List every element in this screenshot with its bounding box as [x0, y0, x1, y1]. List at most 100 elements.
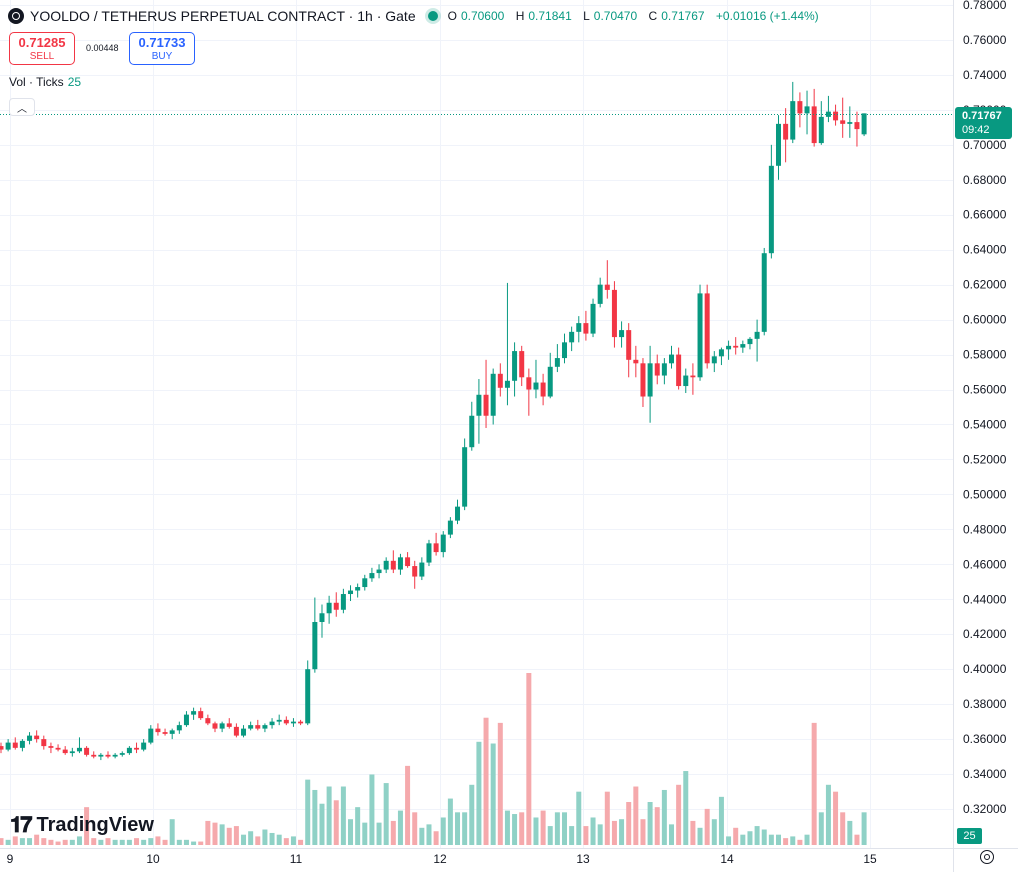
volume-bar — [98, 839, 104, 845]
candle-body — [847, 122, 853, 124]
candle-body — [504, 380, 510, 388]
volume-bar — [255, 836, 261, 845]
candle-body — [55, 747, 61, 750]
volume-bar — [397, 810, 403, 845]
volume-bar — [119, 839, 125, 845]
settings-gear-icon[interactable] — [980, 850, 994, 864]
buy-button[interactable]: 0.71733 BUY — [129, 32, 195, 65]
candle-body — [519, 351, 525, 378]
volume-bar — [711, 819, 717, 845]
candle-body — [333, 602, 339, 610]
candle — [797, 92, 803, 128]
candle-body — [419, 562, 425, 577]
volume-bar — [19, 838, 25, 845]
volume-bar — [412, 812, 418, 845]
volume-bar — [333, 800, 339, 845]
candle-body — [91, 754, 97, 757]
candle-body — [241, 728, 247, 736]
volume-bar — [647, 802, 653, 845]
volume-bar — [84, 807, 90, 845]
candle — [148, 725, 154, 745]
price-axis-tick-label: 0.66000 — [963, 208, 1007, 222]
candle-body — [390, 560, 396, 570]
candle — [248, 721, 254, 731]
volume-bar — [669, 824, 675, 845]
candle — [775, 115, 781, 180]
candle-body — [711, 356, 717, 364]
candle — [462, 438, 468, 511]
candle-body — [98, 754, 104, 757]
candle — [19, 739, 25, 752]
candle — [476, 379, 482, 444]
candle-body — [590, 303, 596, 334]
symbol-title[interactable]: YOOLDO / TETHERUS PERPETUAL CONTRACT · 1… — [30, 8, 416, 24]
collapse-legend-button[interactable]: ︿ — [9, 98, 35, 116]
candle-body — [205, 718, 211, 724]
volume-bar — [376, 822, 382, 845]
candle-body — [783, 123, 789, 140]
volume-bar — [233, 826, 239, 845]
volume-bar — [148, 838, 154, 845]
tradingview-logo[interactable]: 𝟏𝟕 TradingView — [10, 812, 154, 838]
candle-body — [633, 359, 639, 364]
candle-body — [126, 747, 132, 754]
candle-body — [626, 330, 632, 360]
price-axis-tick-label: 0.64000 — [963, 243, 1007, 257]
volume-bar — [775, 834, 781, 845]
volume-bar — [676, 784, 682, 845]
candle-body — [298, 721, 304, 724]
volume-bar — [740, 834, 746, 845]
candle — [241, 725, 247, 738]
candle — [569, 326, 575, 352]
volume-bar — [27, 838, 33, 845]
candle-body — [191, 711, 197, 715]
candle — [676, 347, 682, 390]
candle-body — [376, 569, 382, 574]
candle-body — [512, 351, 518, 381]
candle — [861, 113, 867, 137]
volume-bar — [162, 839, 168, 845]
price-axis-tick-label: 0.48000 — [963, 522, 1007, 536]
candle-body — [540, 382, 546, 397]
candle-body — [790, 101, 796, 140]
volume-bar — [661, 789, 667, 845]
candle-body — [476, 394, 482, 416]
time-axis-tick-label: 10 — [146, 852, 160, 866]
candle — [455, 499, 461, 525]
candle-body — [0, 746, 4, 750]
tradingview-logo-icon: 𝟏𝟕 — [10, 812, 33, 837]
candle-body — [547, 366, 553, 397]
ohlc-readout: O 0.70600 H 0.71841 L 0.70470 C 0.71767 +0.0… — [447, 9, 819, 23]
last-price-tag: 0.71767 09:42 — [955, 107, 1012, 139]
sell-button[interactable]: 0.71285 SELL — [9, 32, 75, 65]
volume-bar — [619, 819, 625, 845]
candle — [69, 747, 75, 757]
volume-bar — [141, 839, 147, 845]
volume-bar — [226, 827, 232, 845]
volume-bar — [768, 834, 774, 845]
candle-body — [490, 373, 496, 416]
candle — [212, 721, 218, 733]
candle — [355, 583, 361, 598]
candle — [426, 539, 432, 567]
volume-bar — [854, 834, 860, 845]
volume-indicator-legend[interactable]: Vol · Ticks 25 — [9, 75, 81, 89]
price-axis-tick-label: 0.32000 — [963, 802, 1007, 816]
volume-bar — [69, 839, 75, 845]
candle-body — [768, 165, 774, 254]
candle-body — [854, 122, 860, 130]
sell-price: 0.71285 — [18, 35, 66, 50]
volume-bar — [797, 839, 803, 845]
candle — [697, 284, 703, 381]
candle — [790, 81, 796, 144]
candle — [604, 260, 610, 299]
candle-body — [747, 338, 753, 345]
volume-bar — [761, 829, 767, 845]
close-value: 0.71767 — [661, 9, 705, 23]
time-axis-tick-label: 14 — [720, 852, 734, 866]
candle — [269, 718, 275, 729]
price-axis-tick-label: 0.36000 — [963, 732, 1007, 746]
candle-body — [576, 323, 582, 332]
volume-bar — [326, 786, 332, 845]
